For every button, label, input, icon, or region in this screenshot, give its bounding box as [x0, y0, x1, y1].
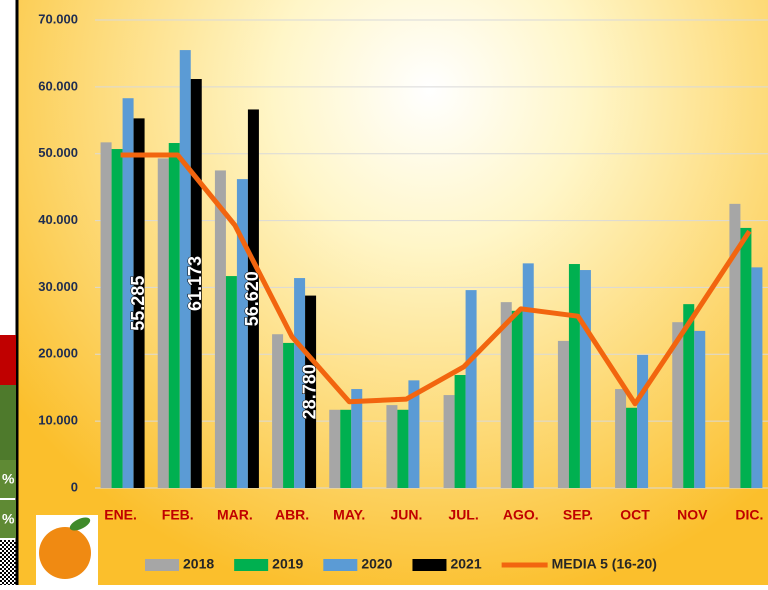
x-tick-label: DIC. — [735, 507, 763, 523]
sidebar-cell — [0, 540, 16, 585]
data-label: 61.173 — [185, 256, 205, 311]
bar — [637, 355, 648, 488]
bar — [215, 170, 226, 488]
bar — [615, 389, 626, 488]
bar — [558, 341, 569, 488]
bar — [226, 276, 237, 488]
legend-swatch — [234, 559, 268, 571]
y-tick-label: 40.000 — [38, 212, 78, 227]
legend-swatch — [323, 559, 357, 571]
bar — [112, 149, 123, 488]
bar — [386, 405, 397, 488]
sidebar-label: % — [2, 471, 15, 487]
bar — [237, 179, 248, 488]
bar — [169, 143, 180, 488]
bar — [101, 142, 112, 488]
data-label: 28.780 — [299, 364, 319, 419]
bar — [523, 263, 534, 488]
bar — [466, 290, 477, 488]
x-tick-label: FEB. — [162, 507, 194, 523]
legend-label: 2020 — [361, 556, 392, 572]
bar — [397, 410, 408, 488]
bar — [740, 228, 751, 488]
orange-image — [36, 515, 98, 585]
sidebar: % % — [0, 0, 18, 585]
chart: % % 0 10.000 20.000 30.000 40.000 50.000 60.00… — [0, 0, 768, 585]
x-tick-label: SEP. — [563, 507, 593, 523]
y-tick-label: 50.000 — [38, 145, 78, 160]
orange-fruit — [39, 527, 91, 579]
bar — [694, 331, 705, 488]
y-tick-label: 60.000 — [38, 78, 78, 93]
sidebar-cell — [0, 335, 16, 385]
legend-label: 2019 — [272, 556, 303, 572]
y-tick-label: 0 — [71, 479, 78, 494]
bar — [569, 264, 580, 488]
legend-label: 2018 — [183, 556, 214, 572]
x-tick-label: MAR. — [217, 507, 253, 523]
legend-label: 2021 — [450, 556, 481, 572]
x-tick-label: NOV — [677, 507, 708, 523]
x-tick-label: OCT — [620, 507, 650, 523]
sidebar-label: % — [2, 511, 15, 527]
sidebar-cell — [0, 385, 16, 460]
y-tick-label: 20.000 — [38, 346, 78, 361]
bar — [626, 408, 637, 488]
legend-swatch — [145, 559, 179, 571]
bar — [751, 267, 762, 488]
legend-swatch — [412, 559, 446, 571]
legend-label: MEDIA 5 (16-20) — [552, 556, 657, 572]
x-tick-label: ENE. — [104, 507, 137, 523]
x-tick-label: MAY. — [333, 507, 365, 523]
y-tick-label: 10.000 — [38, 413, 78, 428]
bar — [272, 334, 283, 488]
y-tick-label: 30.000 — [38, 279, 78, 294]
data-label: 56.620 — [242, 271, 262, 326]
bar — [455, 375, 466, 488]
bar — [340, 410, 351, 488]
bar — [329, 410, 340, 488]
bar — [580, 270, 591, 488]
data-label: 55.285 — [128, 276, 148, 331]
bar — [158, 158, 169, 488]
bar — [512, 311, 523, 488]
x-tick-label: ABR. — [275, 507, 309, 523]
x-tick-label: AGO. — [503, 507, 539, 523]
bar — [444, 395, 455, 488]
x-tick-label: JUL. — [448, 507, 478, 523]
x-tick-label: JUN. — [390, 507, 422, 523]
y-tick-label: 70.000 — [38, 11, 78, 26]
bar — [283, 343, 294, 488]
